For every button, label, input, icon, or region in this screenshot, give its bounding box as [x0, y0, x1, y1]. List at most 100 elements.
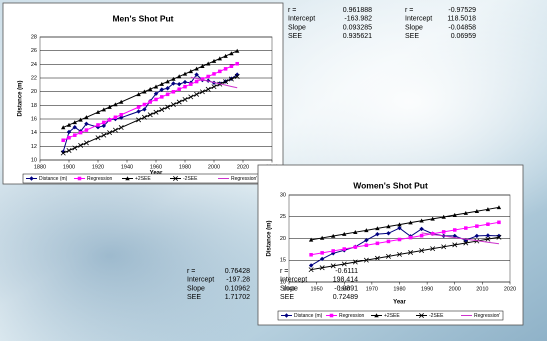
- y-tick-label: 20: [31, 89, 37, 95]
- point-marker: [330, 314, 334, 318]
- stat-label: SEE: [280, 294, 294, 301]
- x-tick-label: 2000: [449, 286, 461, 292]
- point-marker: [102, 121, 106, 125]
- point-marker: [342, 247, 346, 251]
- x-tick-label: 1940: [121, 164, 133, 170]
- legend-label: +2SEE: [135, 176, 151, 182]
- stat-label: Slope: [288, 24, 306, 31]
- point-marker: [143, 103, 147, 107]
- stat-label: r =: [280, 268, 288, 275]
- y-tick-label: 30: [280, 192, 286, 198]
- point-marker: [108, 118, 112, 122]
- point-marker: [365, 243, 369, 247]
- point-marker: [453, 228, 457, 232]
- y-tick-label: 12: [31, 144, 37, 150]
- x-tick-label: 2020: [504, 286, 516, 292]
- point-marker: [177, 87, 181, 91]
- stat-value: -0.6111: [335, 268, 358, 275]
- point-marker: [189, 82, 193, 86]
- x-tick-label: 2010: [476, 286, 488, 292]
- x-tick-label: 1920: [92, 164, 104, 170]
- point-marker: [218, 70, 222, 74]
- point-marker: [137, 105, 141, 109]
- x-tick-label: 1950: [311, 286, 323, 292]
- stat-label: SEE: [288, 33, 302, 40]
- point-marker: [235, 62, 239, 66]
- stat-label: SEE: [405, 33, 419, 40]
- legend-label: Regression': [474, 313, 500, 319]
- point-marker: [154, 98, 158, 102]
- point-marker: [160, 95, 164, 99]
- y-tick-label: 25: [280, 214, 286, 220]
- x-tick-label: 1980: [393, 286, 405, 292]
- point-marker: [73, 133, 77, 137]
- stat-label: Slope: [405, 24, 423, 31]
- legend-label: Regression: [87, 176, 113, 182]
- stat-value: 198.414: [333, 277, 358, 284]
- y-tick-label: 24: [31, 62, 37, 68]
- x-tick-label: 1970: [366, 286, 378, 292]
- y-axis-title: Distance (m): [18, 80, 24, 116]
- point-marker: [486, 222, 490, 226]
- point-marker: [320, 251, 324, 255]
- stat-value: 0.961888: [343, 7, 372, 14]
- y-tick-label: 18: [31, 103, 37, 109]
- point-marker: [309, 253, 313, 257]
- stat-label: SEE: [187, 294, 201, 301]
- point-marker: [67, 136, 71, 140]
- point-marker: [376, 242, 380, 246]
- stat-label: Intercept: [280, 277, 307, 284]
- slide: Men's Shot Put10121416182022242628188019…: [0, 0, 547, 341]
- point-marker: [464, 226, 468, 230]
- stat-value: 1.71702: [225, 294, 250, 301]
- y-axis-title: Distance (m): [267, 220, 273, 256]
- point-marker: [475, 224, 479, 228]
- point-marker: [354, 245, 358, 249]
- point-marker: [206, 75, 210, 79]
- y-tick-label: 26: [31, 48, 37, 54]
- x-tick-label: 1990: [421, 286, 433, 292]
- y-tick-label: 16: [31, 116, 37, 122]
- point-marker: [119, 113, 123, 117]
- point-marker: [420, 234, 424, 238]
- stat-label: r =: [187, 268, 195, 275]
- point-marker: [114, 116, 118, 120]
- legend-label: Regression: [339, 313, 365, 319]
- stat-value: -197.28: [226, 277, 250, 284]
- point-marker: [224, 67, 228, 71]
- point-marker: [172, 90, 176, 94]
- point-marker: [195, 80, 199, 84]
- stat-value: 0.06959: [451, 33, 476, 40]
- stat-label: Intercept: [405, 16, 432, 23]
- stat-label: Slope: [187, 285, 205, 292]
- point-marker: [398, 238, 402, 242]
- x-axis-title: Year: [393, 300, 406, 306]
- stat-label: r =: [288, 7, 296, 14]
- point-marker: [497, 221, 501, 225]
- x-tick-label: 1900: [63, 164, 75, 170]
- stat-value: 0.76428: [225, 268, 250, 275]
- point-marker: [61, 138, 65, 142]
- legend-label: Regression': [231, 176, 257, 182]
- point-marker: [79, 131, 83, 135]
- stat-value: 0.72489: [333, 294, 358, 301]
- y-tick-label: 15: [280, 258, 286, 264]
- point-marker: [409, 236, 413, 240]
- y-tick-label: 20: [280, 236, 286, 242]
- stat-value: 0.10962: [225, 285, 250, 292]
- x-tick-label: 1980: [179, 164, 191, 170]
- y-tick-label: 10: [31, 157, 37, 163]
- point-marker: [148, 100, 152, 104]
- point-marker: [166, 93, 170, 97]
- stat-value: -0.97529: [448, 7, 476, 14]
- point-marker: [212, 72, 216, 76]
- stat-label: r =: [405, 7, 413, 14]
- stat-value: -0.0891: [334, 285, 358, 292]
- point-marker: [78, 177, 82, 181]
- stat-label: Intercept: [187, 277, 214, 284]
- x-tick-label: 2020: [237, 164, 249, 170]
- page: {"chart_data": [ {"type": "line", "title…: [0, 0, 547, 341]
- legend-label: Distance (m): [39, 176, 68, 182]
- point-marker: [183, 85, 187, 89]
- stat-value: 0.935621: [343, 33, 372, 40]
